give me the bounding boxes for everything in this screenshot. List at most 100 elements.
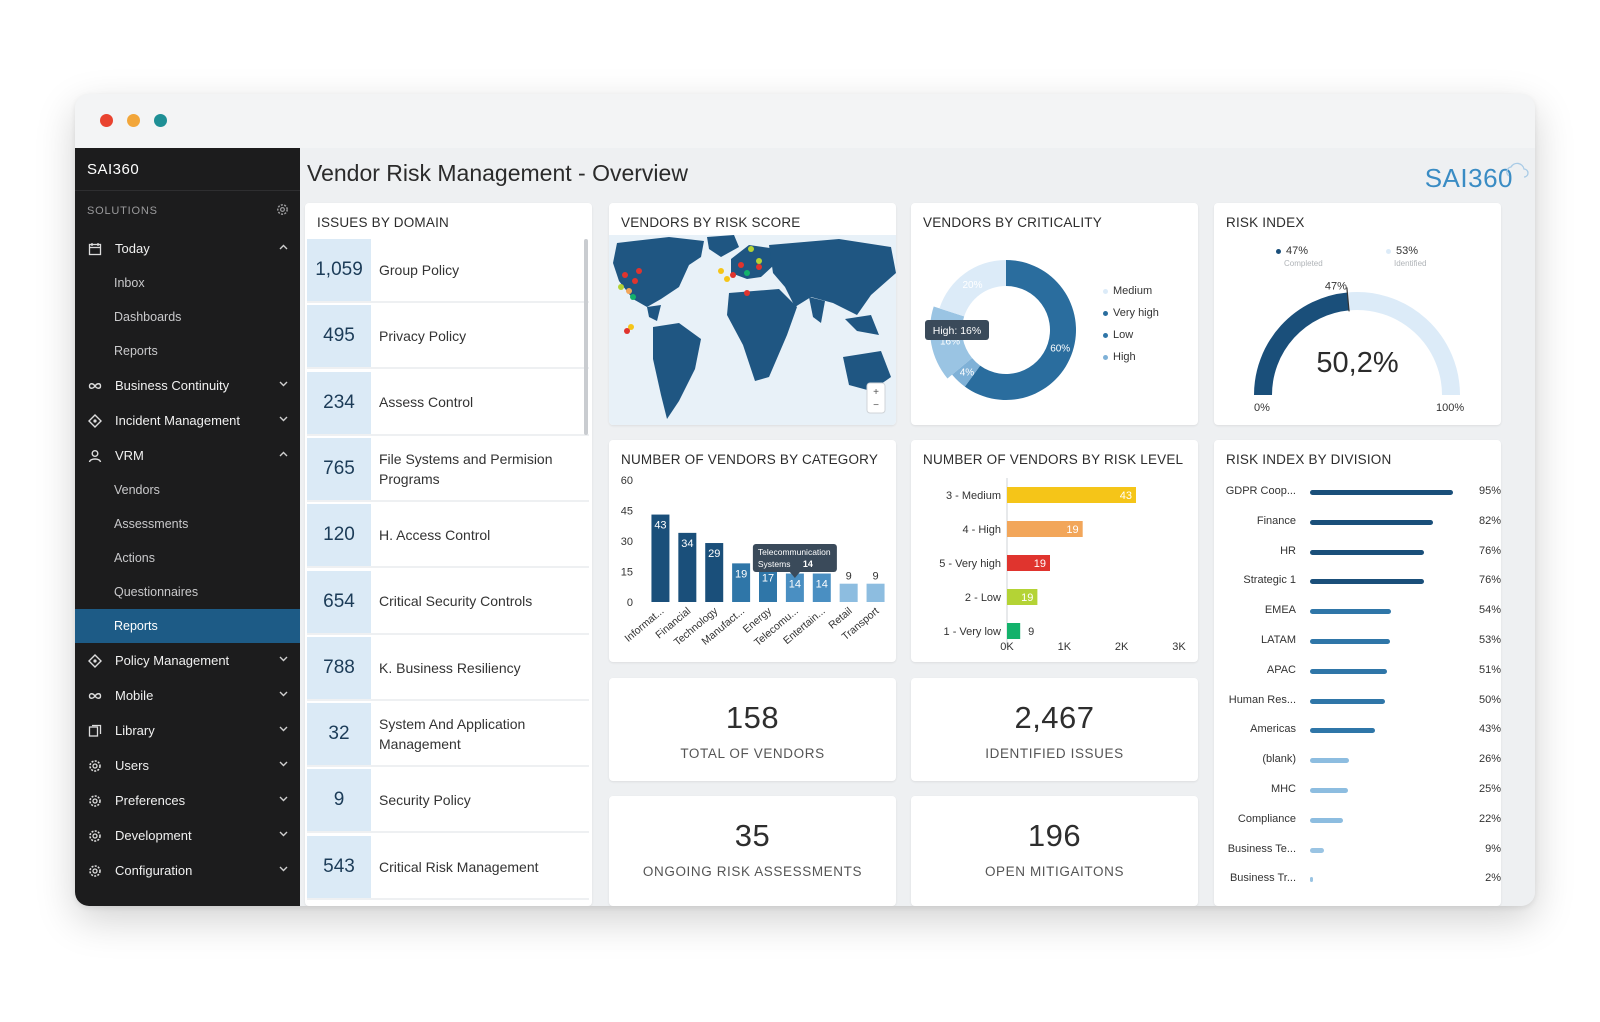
issue-row[interactable]: 234 Assess Control (307, 371, 589, 436)
division-pct: 26% (1478, 753, 1501, 766)
sidebar-item-library[interactable]: Library (75, 713, 300, 748)
sidebar-subitem-assessments[interactable]: Assessments (114, 517, 189, 531)
sidebar-brand[interactable]: SAI360 (75, 148, 300, 191)
sidebar-item-preferences[interactable]: Preferences (75, 783, 300, 818)
sidebar-item-policy-management[interactable]: Policy Management (75, 643, 300, 678)
issue-row[interactable]: 543 Critical Risk Management (307, 835, 589, 900)
issues-by-domain-card: ISSUES BY DOMAIN 1,059 Group Policy 495 Pri… (305, 203, 592, 906)
division-row[interactable]: MHC 25% (1214, 780, 1501, 800)
issue-domain-label: Critical Security Controls (379, 593, 533, 610)
chevron-up-icon[interactable] (279, 242, 288, 253)
open-mitigations-card[interactable]: 196 OPEN MITIGAITONS (911, 796, 1198, 906)
division-row[interactable]: Human Res... 50% (1214, 691, 1501, 711)
division-row[interactable]: Americas 43% (1214, 720, 1501, 740)
division-row[interactable]: Business Te... 9% (1214, 840, 1501, 860)
division-row[interactable]: GDPR Coop... 95% (1214, 482, 1501, 502)
division-row[interactable]: Business Tr... 2% (1214, 869, 1501, 889)
y-tick-label: 60 (621, 475, 633, 487)
division-row[interactable]: Strategic 1 76% (1214, 571, 1501, 591)
issues-scrollbar[interactable] (584, 239, 588, 435)
criticality-legend-item[interactable]: Low (1103, 329, 1133, 341)
division-row[interactable]: EMEA 54% (1214, 601, 1501, 621)
sidebar-subitem-questionnaires[interactable]: Questionnaires (114, 585, 199, 599)
sidebar-item-incident-management[interactable]: Incident Management (75, 403, 300, 438)
sidebar-item-label: Library (115, 723, 155, 738)
criticality-legend-item[interactable]: Medium (1103, 285, 1152, 297)
sidebar-nav: Today Inbox Dashboards Reports Business Cont… (75, 231, 300, 888)
risk-index-gauge: 47% (1254, 280, 1460, 396)
minimize-window-button[interactable] (127, 114, 140, 127)
total-vendors-card[interactable]: 158 TOTAL OF VENDORS (609, 678, 896, 781)
map-marker (724, 276, 730, 282)
vendors-by-risk-level-chart[interactable]: 3 - Medium 43 4 - High 19 5 - Very high 19 2 -… (911, 440, 1198, 662)
settings-gear-icon[interactable] (275, 202, 290, 220)
chevron-down-icon[interactable] (279, 829, 288, 840)
risk-level-bar (1007, 521, 1083, 537)
chevron-down-icon[interactable] (279, 794, 288, 805)
sidebar-item-users[interactable]: Users (75, 748, 300, 783)
sidebar-item-business-continuity[interactable]: Business Continuity (75, 368, 300, 403)
sidebar-item-today[interactable]: Today (75, 231, 300, 266)
chevron-down-icon[interactable] (279, 379, 288, 390)
donut-slice-very-high (964, 260, 1076, 400)
issue-row[interactable]: 1,059 Group Policy (307, 239, 589, 303)
chevron-down-icon[interactable] (279, 864, 288, 875)
chevron-down-icon[interactable] (279, 724, 288, 735)
chevron-down-icon[interactable] (279, 654, 288, 665)
sidebar-item-label: Incident Management (115, 413, 241, 428)
sidebar-item-configuration[interactable]: Configuration (75, 853, 300, 888)
issue-domain-label: System And Application Management (379, 715, 526, 753)
issue-row[interactable]: 765 File Systems and Permision Programs (307, 437, 589, 502)
close-window-button[interactable] (100, 114, 113, 127)
sidebar-item-mobile[interactable]: Mobile (75, 678, 300, 713)
world-map[interactable]: + − (609, 235, 896, 425)
division-pct: 2% (1485, 872, 1501, 885)
division-row[interactable]: LATAM 53% (1214, 631, 1501, 651)
issue-domain-label: File Systems and Permision Programs (379, 450, 553, 487)
maximize-window-button[interactable] (154, 114, 167, 127)
open-mitigations-value: 196 (1027, 818, 1082, 853)
category-bar (678, 532, 697, 602)
division-row[interactable]: (blank) 26% (1214, 750, 1501, 770)
total-vendors-label: TOTAL OF VENDORS (680, 746, 825, 761)
page-title: Vendor Risk Management - Overview (307, 160, 688, 186)
risk-index-value: 50,2% (1316, 347, 1399, 379)
sidebar-subitem-reports[interactable]: Reports (75, 609, 300, 643)
chevron-down-icon[interactable] (279, 759, 288, 770)
chevron-up-icon[interactable] (279, 449, 288, 460)
criticality-donut-chart[interactable]: 60% 4% 16% 20% High: 16% (911, 203, 1101, 425)
sidebar-item-vrm[interactable]: VRM (75, 438, 300, 473)
map-marker (622, 272, 628, 278)
sidebar-item-development[interactable]: Development (75, 818, 300, 853)
map-marker (626, 288, 632, 294)
sidebar-subitem-inbox[interactable]: Inbox (114, 276, 145, 290)
issue-count: 765 (307, 437, 371, 500)
ongoing-assessments-card[interactable]: 35 ONGOING RISK ASSESSMENTS (609, 796, 896, 906)
criticality-legend-item[interactable]: High (1103, 351, 1136, 363)
issue-row[interactable]: 9 Security Policy (307, 769, 589, 834)
risk-index-by-division-title: RISK INDEX BY DIVISION (1226, 452, 1392, 467)
sidebar-subitem-dashboards[interactable]: Dashboards (114, 310, 182, 324)
sidebar-subitem-actions[interactable]: Actions (114, 551, 155, 565)
identified-issues-card[interactable]: 2,467 IDENTIFIED ISSUES (911, 678, 1198, 781)
division-row[interactable]: APAC 51% (1214, 661, 1501, 681)
division-row[interactable]: HR 76% (1214, 542, 1501, 562)
sidebar-subitem-vendors[interactable]: Vendors (114, 483, 160, 497)
division-pct: 53% (1478, 634, 1501, 646)
category-bar (812, 573, 831, 602)
issue-row[interactable]: 654 Critical Security Controls (307, 570, 589, 635)
issue-count: 654 (307, 570, 371, 633)
category-bar (785, 573, 804, 602)
vendors-by-category-chart[interactable]: 01530456043Informat...34Financial29Techn… (609, 440, 896, 662)
y-tick-label: 45 (621, 506, 633, 518)
criticality-legend-item[interactable]: Very high (1103, 307, 1159, 319)
chevron-down-icon[interactable] (279, 689, 288, 700)
division-row[interactable]: Finance 82% (1214, 512, 1501, 532)
issue-row[interactable]: 32 System And Application Management (307, 703, 589, 768)
division-row[interactable]: Compliance 22% (1214, 810, 1501, 830)
chevron-down-icon[interactable] (279, 414, 288, 425)
issue-row[interactable]: 120 H. Access Control (307, 504, 589, 569)
issue-row[interactable]: 788 K. Business Resiliency (307, 636, 589, 701)
issue-row[interactable]: 495 Privacy Policy (307, 305, 589, 370)
sidebar-subitem-reports[interactable]: Reports (114, 344, 158, 358)
